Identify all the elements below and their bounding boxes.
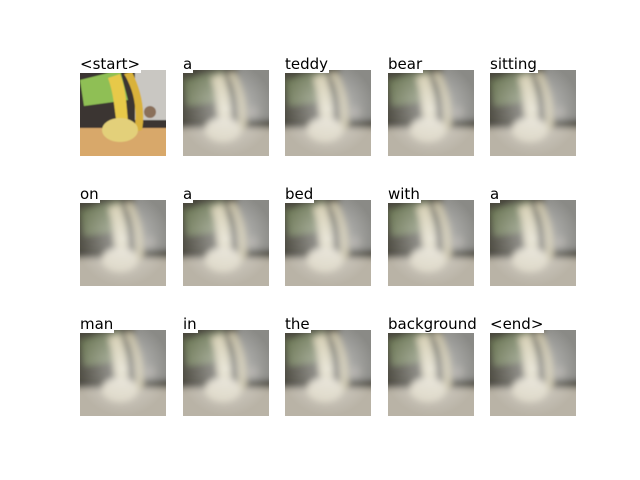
attention-cell: a: [183, 55, 269, 156]
attention-map: [285, 70, 371, 156]
attention-cell: background: [388, 315, 478, 416]
attention-cell: on: [80, 185, 166, 286]
attention-cell: bear: [388, 55, 474, 156]
caption-word: <start>: [80, 55, 142, 73]
caption-word: the: [285, 315, 311, 333]
attention-cell: with: [388, 185, 474, 286]
attention-map: [285, 330, 371, 416]
attention-map: [183, 330, 269, 416]
caption-word: background: [388, 315, 478, 333]
caption-word: a: [183, 55, 194, 73]
attention-map: [183, 200, 269, 286]
attention-cell: man: [80, 315, 166, 416]
attention-cell: <start>: [80, 55, 166, 156]
attention-map: [490, 70, 576, 156]
attention-cell: <end>: [490, 315, 576, 416]
caption-word: a: [490, 185, 501, 203]
attention-map: [80, 200, 166, 286]
attention-cell: a: [490, 185, 576, 286]
attention-cell: the: [285, 315, 371, 416]
caption-word: bed: [285, 185, 315, 203]
attention-map: [285, 200, 371, 286]
caption-word: a: [183, 185, 194, 203]
caption-word: teddy: [285, 55, 330, 73]
caption-word: in: [183, 315, 198, 333]
attention-cell: a: [183, 185, 269, 286]
caption-word: man: [80, 315, 115, 333]
caption-word: with: [388, 185, 421, 203]
attention-cell: teddy: [285, 55, 371, 156]
attention-map: [80, 330, 166, 416]
attention-map: [388, 70, 474, 156]
source-image: [80, 70, 166, 156]
attention-cell: sitting: [490, 55, 576, 156]
attention-map: [183, 70, 269, 156]
attention-cell: bed: [285, 185, 371, 286]
attention-map: [388, 200, 474, 286]
caption-word: sitting: [490, 55, 538, 73]
caption-word: on: [80, 185, 100, 203]
attention-map: [490, 330, 576, 416]
attention-map: [490, 200, 576, 286]
caption-word: <end>: [490, 315, 545, 333]
caption-word: bear: [388, 55, 424, 73]
attention-cell: in: [183, 315, 269, 416]
attention-map: [388, 330, 474, 416]
